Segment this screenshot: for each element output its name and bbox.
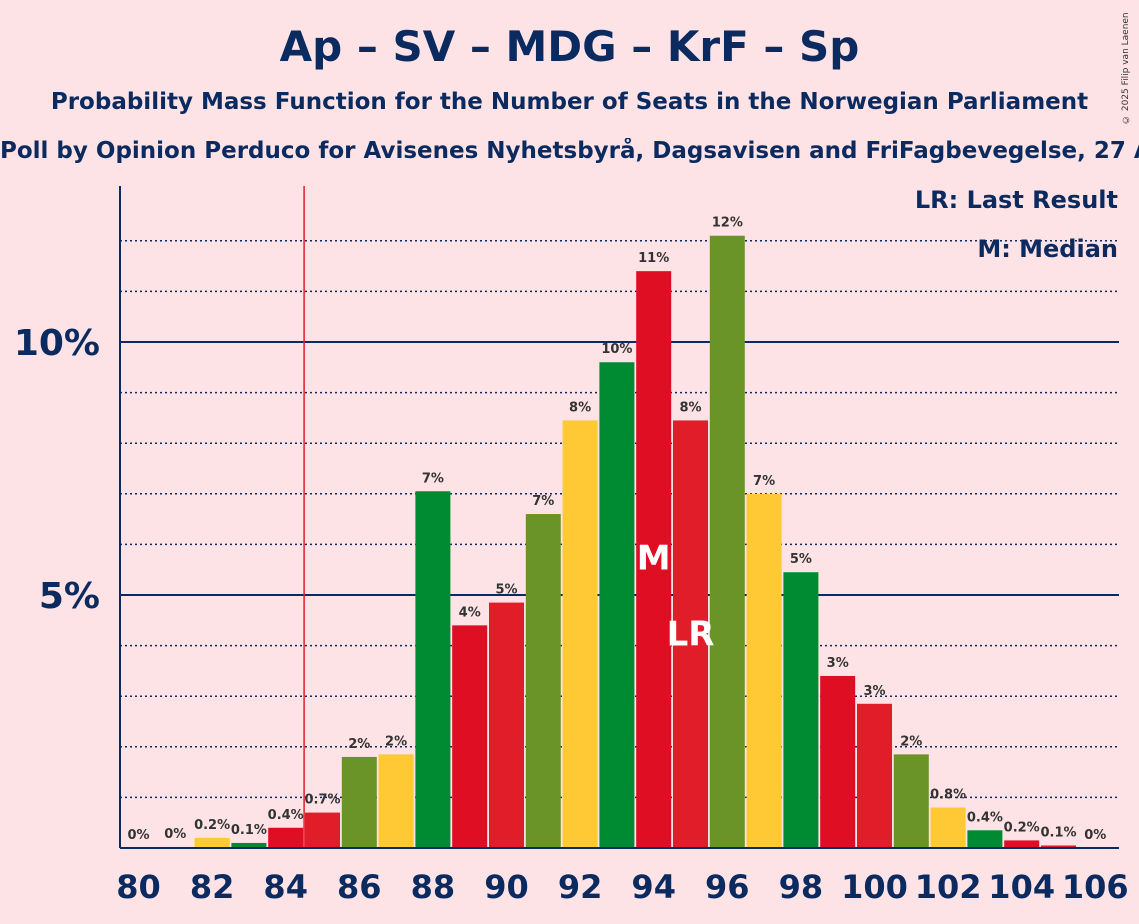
bar <box>709 235 745 849</box>
bar <box>1041 845 1076 848</box>
bar-label: 7% <box>753 474 775 489</box>
x-tick-label: 88 <box>411 868 456 906</box>
bar-label: 3% <box>827 656 849 671</box>
x-tick-label: 100 <box>841 868 908 906</box>
bar <box>231 842 267 848</box>
bar <box>194 837 230 848</box>
legend-median: M: Median <box>977 235 1118 263</box>
x-tick-label: 82 <box>190 868 235 906</box>
bar <box>525 514 561 848</box>
bar-label: 5% <box>790 552 812 567</box>
bar <box>1004 840 1040 848</box>
bar-label: 0% <box>127 828 149 843</box>
bar <box>857 703 892 848</box>
bar-label: 12% <box>712 216 743 231</box>
bar-label: 0.4% <box>967 810 1003 825</box>
bar-label: 5% <box>495 583 517 598</box>
x-tick-label: 90 <box>484 868 529 906</box>
markers: M LR <box>303 186 715 848</box>
bar-value-labels: 0% 0%0.2% 0.1%0.4%0.7%2% 2%7%4%5%7%8%10%11%… <box>127 216 1106 843</box>
x-tick-label: 98 <box>779 868 824 906</box>
y-tick-label: 5% <box>39 576 100 617</box>
bar-label: 11% <box>638 251 669 266</box>
bar-label: 0.4% <box>268 808 304 823</box>
bar <box>452 625 488 848</box>
bar-label: 0.8% <box>930 788 966 803</box>
x-tick-label: 104 <box>988 868 1055 906</box>
bar-label: 4% <box>459 605 481 620</box>
median-marker: M <box>637 539 671 579</box>
axes: 5% 10% 80 82 84 86 88 90 92 94 96 98 100 102 104 106 <box>14 186 1129 906</box>
x-tick-label: 84 <box>263 868 308 906</box>
bar-label: 10% <box>601 342 632 357</box>
bar-label: 0% <box>1084 828 1106 843</box>
x-tick-label: 92 <box>558 868 603 906</box>
y-tick-label: 10% <box>14 323 100 364</box>
bar-label: 0.2% <box>1004 820 1040 835</box>
legend-last-result: LR: Last Result <box>915 186 1118 214</box>
bar-label: 2% <box>385 734 407 749</box>
bar <box>820 675 856 848</box>
bar-label: 0.1% <box>1040 825 1076 840</box>
bar <box>783 572 819 848</box>
bar-label: 0.1% <box>231 823 267 838</box>
bar <box>378 754 414 848</box>
bar <box>268 827 304 848</box>
bar <box>893 754 929 848</box>
bar <box>967 830 1003 848</box>
bar <box>673 420 708 848</box>
x-tick-label: 94 <box>631 868 676 906</box>
x-tick-label: 86 <box>337 868 382 906</box>
bar <box>489 602 524 848</box>
x-tick-label: 80 <box>116 868 161 906</box>
bar <box>341 756 377 848</box>
x-tick-label: 96 <box>705 868 750 906</box>
bar-label: 0.7% <box>304 793 340 808</box>
bar <box>599 362 635 848</box>
bar-label: 8% <box>569 400 591 415</box>
chart-title: Ap – SV – MDG – KrF – Sp <box>279 22 860 71</box>
bars <box>157 235 1076 849</box>
bar <box>562 420 598 848</box>
last-result-marker: LR <box>667 615 715 655</box>
bar-label: 0% <box>164 827 186 842</box>
bar-label: 8% <box>679 400 701 415</box>
bar <box>305 812 340 848</box>
bar-label: 3% <box>863 684 885 699</box>
bar <box>415 491 451 848</box>
bar <box>930 807 966 848</box>
poll-source: Poll by Opinion Perduco for Avisenes Nyh… <box>0 138 1139 164</box>
bar <box>636 271 672 848</box>
chart-subtitle: Probability Mass Function for the Number… <box>50 89 1089 115</box>
x-tick-label: 106 <box>1062 868 1129 906</box>
bar-label: 2% <box>900 734 922 749</box>
bar <box>746 493 782 848</box>
bar-label: 0.2% <box>194 818 230 833</box>
bar-label: 2% <box>348 737 370 752</box>
bar-label: 7% <box>422 471 444 486</box>
bar-label: 7% <box>532 494 554 509</box>
x-tick-label: 102 <box>915 868 982 906</box>
